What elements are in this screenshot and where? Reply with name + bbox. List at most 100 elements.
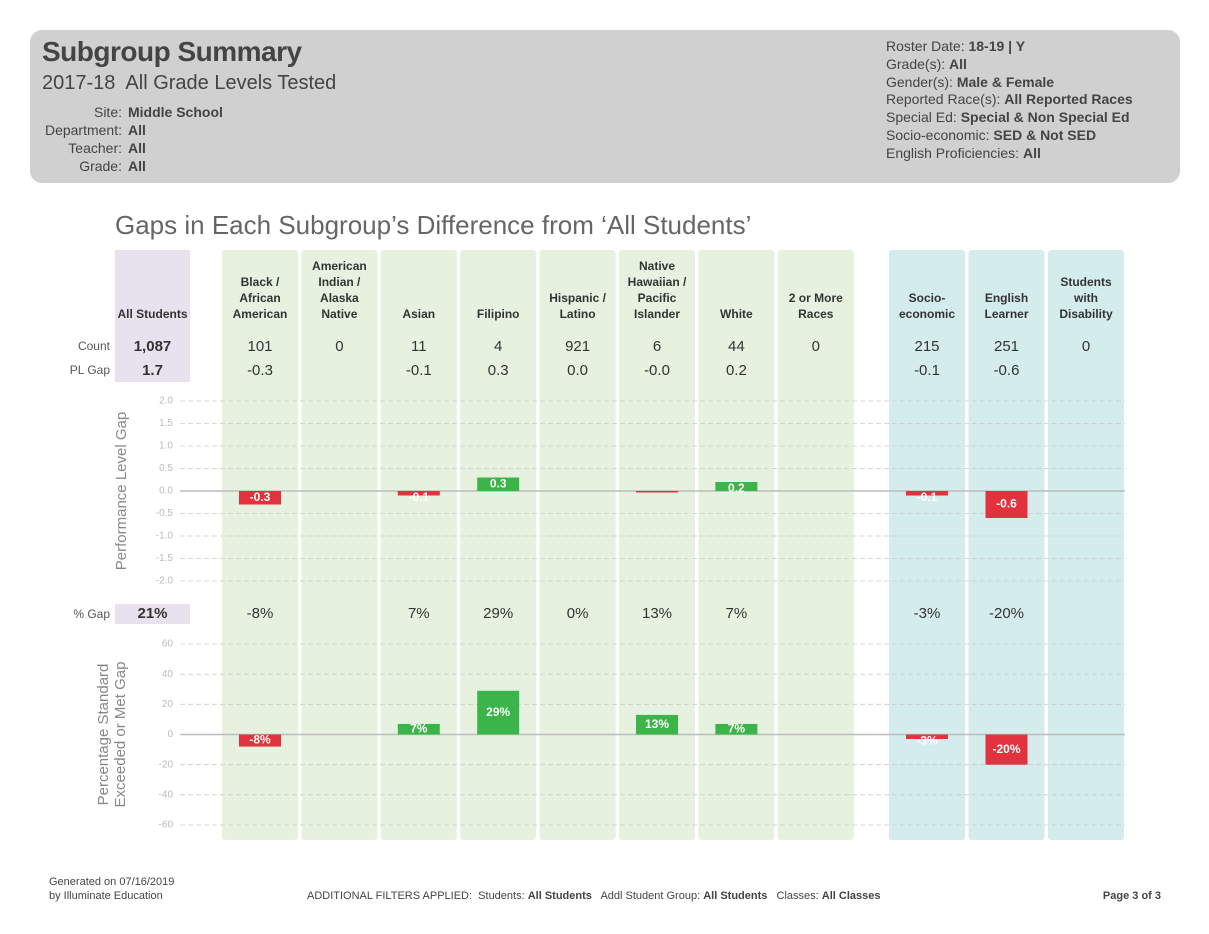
report-title: Subgroup Summary: [42, 36, 302, 67]
bar: [397, 491, 440, 496]
column-background: [301, 250, 378, 840]
bar: [715, 723, 758, 735]
y-tick-label: 20: [162, 699, 174, 710]
roster-line: Gender(s): Male & Female: [886, 74, 1054, 90]
reference-gap-cell: [115, 604, 190, 624]
footer-filter-label: Classes:: [776, 890, 819, 902]
y-axis-label: Percentage Standard: [95, 664, 112, 806]
roster-line: Reported Race(s): All Reported Races: [886, 91, 1133, 107]
gap-cell: -3%: [913, 605, 941, 622]
gap-cell: 0.0: [567, 362, 589, 379]
column-header: White: [720, 307, 753, 321]
column-header: Filipino: [476, 307, 520, 321]
bar-label: -0.6: [996, 497, 1017, 511]
count-cell: 11: [411, 338, 427, 355]
y-tick-label: 60: [162, 639, 174, 650]
footer-filter-value: All Classes: [821, 890, 881, 902]
filter-label: Site:: [93, 104, 122, 120]
bar: [239, 491, 281, 505]
gap-cell: -0.1: [914, 362, 940, 379]
y-tick-label: 0: [167, 729, 173, 740]
column-header: English Learner: [984, 291, 1029, 321]
gap-cell: -8%: [246, 605, 274, 622]
bar-label: -0.3: [250, 490, 271, 504]
gap-cell: -0.0: [644, 362, 670, 379]
filter-value: All: [128, 122, 146, 138]
bar-label: -20%: [992, 742, 1020, 756]
report-subtitle: 2017-18 All Grade Levels Tested: [42, 72, 337, 94]
bar-label: 7%: [410, 721, 428, 735]
bar: [477, 690, 520, 735]
roster-label: Socio-economic:: [886, 127, 990, 143]
gap-cell: 0%: [566, 605, 589, 622]
section-title: Gaps in Each Subgroup’s Difference from …: [115, 210, 752, 240]
roster-value: All: [949, 55, 967, 72]
column-background: [539, 250, 616, 840]
y-axis-label: Exceeded or Met Gap: [112, 662, 129, 808]
header-box: [30, 30, 1180, 183]
column-header: 2 or More Races: [788, 291, 843, 321]
column-background: [619, 250, 695, 840]
footer-filter-label: Addl Student Group:: [600, 890, 701, 902]
y-tick-label: -20: [159, 759, 174, 770]
roster-line: Special Ed: Special & Non Special Ed: [886, 109, 1130, 125]
footer-filter-value: All Students: [703, 890, 768, 902]
bar: [985, 734, 1028, 765]
y-tick-label: -1.5: [156, 553, 174, 564]
y-tick-label: -1.0: [156, 531, 174, 542]
filter-label: Grade:: [79, 158, 122, 174]
roster-label: Grade(s):: [886, 55, 946, 72]
y-tick-label: 40: [162, 669, 174, 680]
column-header: Asian: [402, 307, 436, 321]
y-tick-label: -40: [159, 789, 174, 800]
roster-value: All: [1022, 144, 1041, 161]
reference-header: All Students: [117, 307, 188, 321]
roster-value: 18-19 | Y: [968, 38, 1026, 54]
bar-label: -0.1: [917, 490, 938, 504]
row-label: % Gap: [73, 607, 110, 621]
count-cell: 251: [993, 338, 1020, 355]
filter-label: Department:: [44, 122, 122, 138]
footer-filter-label: Students:: [478, 890, 525, 902]
y-tick-label: -2.0: [156, 576, 174, 587]
gap-cell: -0.3: [247, 362, 273, 379]
bar-label: 0.2: [728, 481, 745, 495]
y-axis-label: Performance Level Gap: [113, 412, 130, 570]
bar: [906, 491, 948, 496]
roster-value: Male & Female: [956, 73, 1055, 90]
generated-by: by Illuminate Education: [49, 890, 163, 902]
gap-cell: 0.2: [725, 362, 747, 379]
y-tick-label: 1.0: [159, 441, 173, 452]
bar-label: -8%: [249, 733, 271, 747]
column-header: Native Hawaiian / Pacific Islander: [627, 259, 687, 321]
gap-cell: 29%: [483, 605, 514, 622]
roster-value: Special & Non Special Ed: [960, 109, 1130, 126]
roster-line: English Proficiencies: All: [886, 145, 1041, 161]
gap-cell: -0.1: [405, 362, 432, 379]
reference-column: [115, 250, 190, 382]
count-cell: 0: [811, 338, 820, 355]
gap-cell: 7%: [407, 605, 430, 622]
count-cell: 0: [1081, 338, 1091, 355]
roster-value: All Reported Races: [1004, 91, 1133, 108]
page-number: Page 3 of 3: [1102, 890, 1161, 902]
y-tick-label: 0.5: [159, 463, 173, 474]
count-cell: 4: [494, 338, 503, 355]
filter-value: Middle School: [128, 104, 223, 120]
gap-cell: -20%: [988, 605, 1025, 622]
generated-date: Generated on 07/16/2019: [49, 876, 175, 888]
footer-filters: ADDITIONAL FILTERS APPLIED: Students: Al…: [307, 890, 881, 902]
bar-label: -0.1: [408, 490, 429, 504]
row-label: PL Gap: [69, 363, 110, 377]
roster-label: Roster Date:: [886, 38, 965, 54]
gap-cell: 13%: [641, 605, 673, 622]
roster-label: Gender(s):: [886, 73, 953, 90]
footer-filter-value: All Students: [527, 890, 592, 902]
column-header: American Indian / Alaska Native: [312, 259, 367, 321]
gap-cell: 7%: [725, 605, 748, 622]
count-cell: 0: [335, 338, 344, 355]
bar-label: 13%: [645, 717, 669, 731]
roster-label: English Proficiencies:: [886, 144, 1020, 161]
